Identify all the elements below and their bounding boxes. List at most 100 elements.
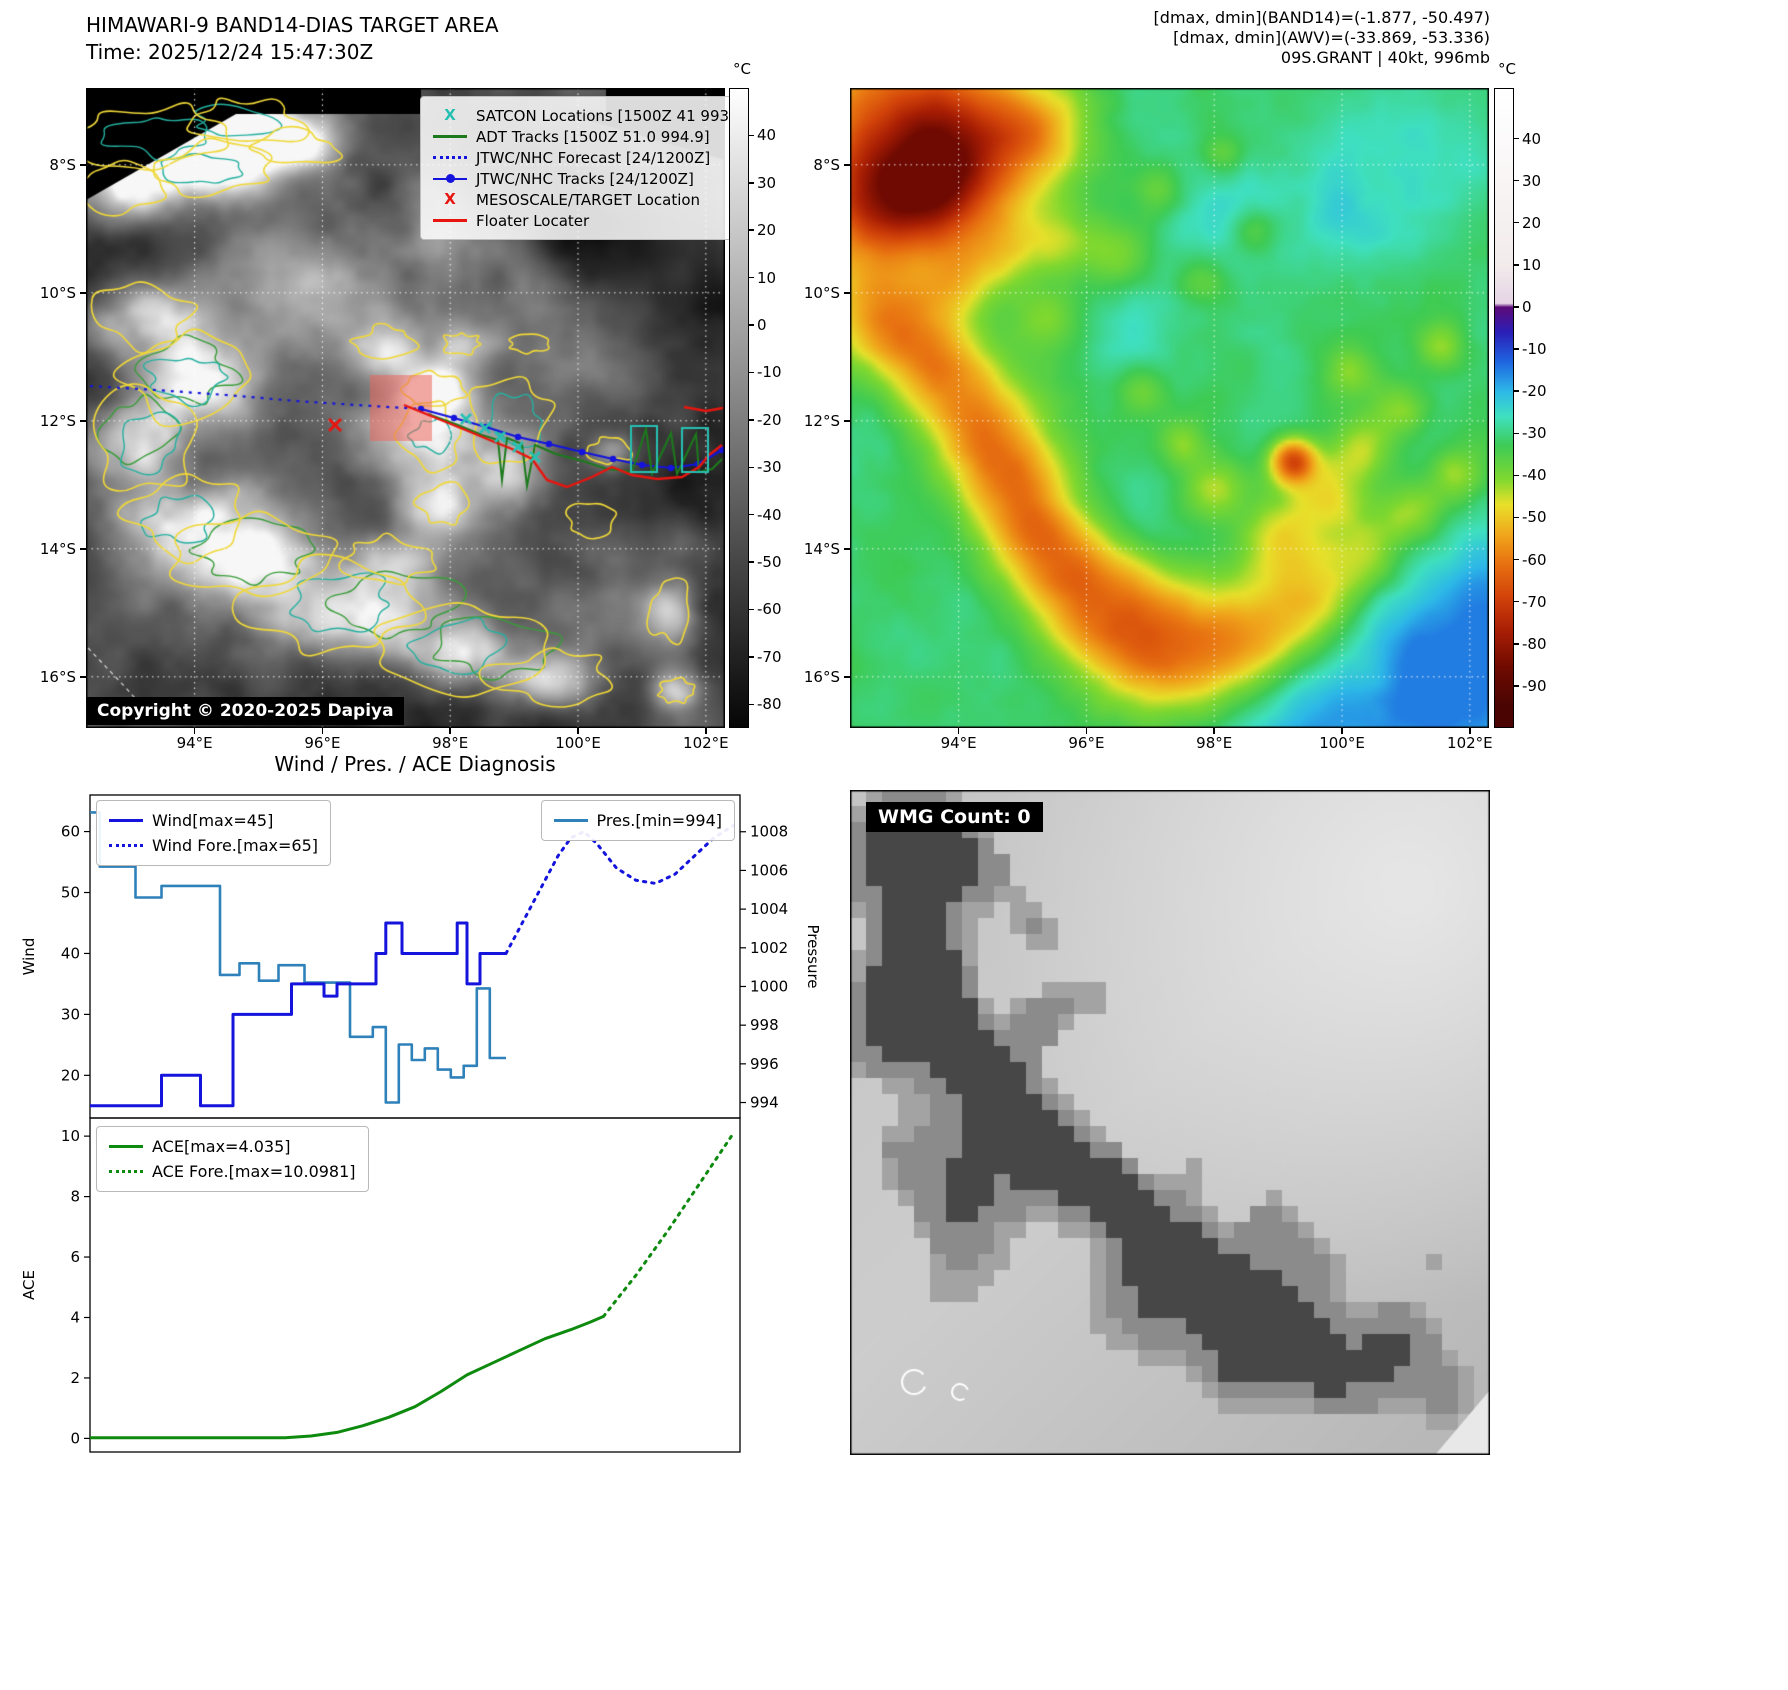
series-chart2-1 — [602, 1131, 735, 1318]
awv-colorbar-tick-5: -10 — [1522, 340, 1547, 359]
diagnosis-title: Wind / Pres. / ACE Diagnosis — [274, 752, 556, 776]
legend-item: ACE Fore.[max=10.0981] — [109, 1159, 356, 1184]
legend-item-3: JTWC/NHC Tracks [24/1200Z] — [433, 168, 735, 189]
band14-colorbar-unit: °C — [733, 60, 751, 78]
band14-x-tick-0: 94°E — [176, 734, 213, 752]
band14-colorbar-tick-3: 10 — [757, 268, 777, 287]
band14-y-tickmark-1 — [80, 292, 86, 294]
storm-info: [dmax, dmin](BAND14)=(-1.877, -50.497) [… — [1154, 8, 1490, 68]
dmax-dmin-awv: [dmax, dmin](AWV)=(-33.869, -53.336) — [1173, 28, 1490, 47]
band14-colorbar-tick-1: 30 — [757, 173, 777, 192]
band14-x-tickmark-2 — [449, 728, 451, 734]
awv-colorbar-tick-13: -90 — [1522, 676, 1547, 695]
band14-y-tickmark-4 — [80, 676, 86, 678]
page-title: HIMAWARI-9 BAND14-DIAS TARGET AREA — [86, 13, 499, 37]
wind-axis-tick-0: 20 — [61, 1066, 80, 1084]
ace-axis-label: ACE — [20, 1270, 38, 1300]
band14-colorbar-tick-6: -20 — [757, 410, 782, 429]
awv-y-tick-0: 8°S — [813, 155, 840, 174]
ace-axis-tick-1: 2 — [70, 1369, 80, 1387]
pressure-axis-tick-7: 1008 — [750, 823, 788, 841]
wind-axis-tick-3: 50 — [61, 884, 80, 902]
dot-part — [446, 174, 455, 183]
legend-item-label: Pres.[min=994] — [596, 811, 722, 830]
legend-item-5: Floater Locater — [433, 210, 735, 231]
awv-colorbar-tickmark-7 — [1514, 432, 1519, 434]
pressure-axis-tick-6: 1006 — [750, 861, 788, 879]
band14-x-tick-1: 96°E — [304, 734, 341, 752]
series-chart2-0 — [90, 1315, 605, 1440]
legend-item-label: Wind Fore.[max=65] — [152, 836, 318, 855]
band14-y-tick-1: 10°S — [39, 283, 76, 302]
ace-axis-tick-2: 4 — [70, 1308, 80, 1326]
awv-colorbar-tickmark-11 — [1514, 600, 1519, 603]
band14-colorbar — [729, 88, 749, 728]
band14-y-tick-4: 16°S — [39, 667, 76, 686]
band14-y-tickmark-2 — [80, 420, 86, 422]
dotted-line-marker-icon — [433, 156, 467, 159]
awv-y-tickmark-3 — [844, 548, 850, 550]
diagnosis-charts: 20 30 40 50 60 994 996 998 1000 1002 1004 1006 1008 0… — [20, 794, 822, 1453]
ace-axis-tick-3: 6 — [70, 1248, 80, 1266]
line-marker-icon — [109, 819, 143, 822]
pressure-legend: Pres.[min=994] — [540, 800, 735, 841]
awv-colorbar-tickmark-1 — [1514, 179, 1519, 182]
dotted-line-marker-icon — [109, 844, 143, 847]
legend-item-label: JTWC/NHC Forecast [24/1200Z] — [476, 148, 711, 167]
legend-item: Wind[max=45] — [109, 808, 318, 833]
band14-colorbar-tickmark-1 — [749, 182, 754, 184]
awv-colorbar-tick-11: -70 — [1522, 592, 1547, 611]
legend-item-4: X MESOSCALE/TARGET Location — [433, 189, 735, 210]
band14-x-tick-4: 102°E — [683, 734, 729, 752]
band14-colorbar-tick-9: -50 — [757, 553, 782, 572]
awv-y-tickmark-0 — [844, 164, 850, 166]
legend-item-label: Wind[max=45] — [152, 811, 274, 830]
wind-axis-label: Wind — [20, 938, 38, 976]
pressure-axis-tick-2: 998 — [750, 1016, 779, 1034]
legend-item: ACE[max=4.035] — [109, 1134, 356, 1159]
awv-temperature-map — [850, 88, 1489, 728]
band14-colorbar-tick-10: -60 — [757, 600, 782, 619]
line-marker-icon — [433, 219, 467, 222]
band14-colorbar-tickmark-2 — [749, 229, 754, 231]
legend-item-label: MESOSCALE/TARGET Location — [476, 190, 701, 209]
band14-x-tickmark-4 — [705, 728, 707, 734]
awv-x-tick-0: 94°E — [940, 734, 977, 752]
x-marker-icon: X — [444, 106, 456, 124]
ace-axis-tick-0: 0 — [70, 1429, 80, 1447]
band14-colorbar-tickmark-4 — [749, 324, 754, 326]
band14-colorbar-tickmark-11 — [749, 656, 754, 658]
awv-x-tickmark-1 — [1085, 728, 1088, 734]
band14-y-tick-3: 14°S — [39, 539, 76, 558]
band14-x-tickmark-0 — [193, 728, 196, 734]
band14-header: HIMAWARI-9 BAND14-DIAS TARGET AREA Time:… — [86, 12, 499, 66]
awv-colorbar-tick-1: 30 — [1522, 171, 1542, 190]
awv-colorbar-tickmark-5 — [1514, 348, 1519, 350]
band14-colorbar-tickmark-0 — [749, 134, 754, 137]
band14-colorbar-tick-0: 40 — [757, 126, 777, 145]
awv-x-tickmark-3 — [1341, 728, 1343, 734]
timestamp: Time: 2025/12/24 15:47:30Z — [86, 40, 374, 64]
awv-y-tick-2: 12°S — [803, 411, 840, 430]
awv-colorbar-tickmark-9 — [1514, 516, 1519, 519]
wind-legend: Wind[max=45] Wind Fore.[max=65] — [96, 800, 331, 866]
awv-y-tickmark-2 — [844, 420, 850, 422]
legend-item-label: ACE Fore.[max=10.0981] — [152, 1162, 356, 1181]
legend-item-label: SATCON Locations [1500Z 41 993] — [476, 106, 735, 125]
awv-x-tick-3: 100°E — [1319, 734, 1365, 752]
awv-colorbar — [1494, 88, 1514, 728]
band14-colorbar-tickmark-3 — [749, 276, 754, 279]
awv-colorbar-tick-10: -60 — [1522, 550, 1547, 569]
pressure-axis-tick-0: 994 — [750, 1094, 779, 1112]
x-marker-icon: X — [444, 190, 456, 208]
band14-colorbar-tickmark-9 — [749, 561, 754, 563]
awv-colorbar-tick-12: -80 — [1522, 634, 1547, 653]
line-marker-icon — [109, 1145, 143, 1148]
wmg-pixel-map — [850, 790, 1490, 1455]
awv-y-tickmark-4 — [844, 676, 850, 678]
band14-colorbar-tick-7: -30 — [757, 458, 782, 477]
pressure-axis-tick-1: 996 — [750, 1055, 779, 1073]
awv-x-tickmark-4 — [1469, 728, 1471, 734]
band14-y-tickmark-3 — [80, 548, 86, 550]
awv-colorbar-tick-3: 10 — [1522, 255, 1542, 274]
